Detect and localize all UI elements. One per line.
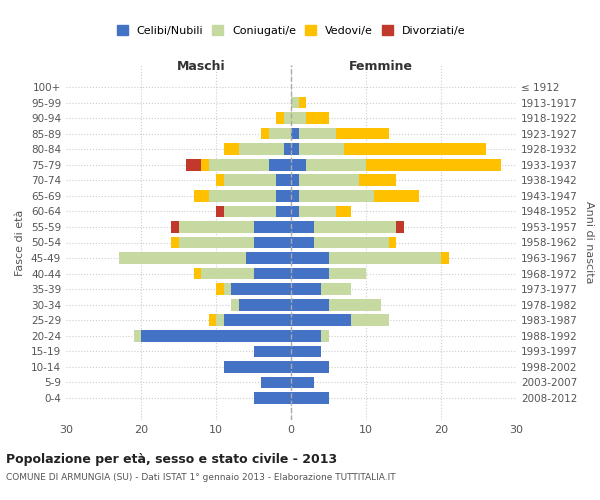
Bar: [314, 221, 396, 233]
Bar: [133, 330, 141, 342]
Bar: [291, 206, 299, 217]
Bar: [329, 299, 381, 310]
Text: Femmine: Femmine: [349, 60, 413, 73]
Bar: [306, 112, 329, 124]
Bar: [276, 190, 291, 202]
Legend: Celibi/Nubili, Coniugati/e, Vedovi/e, Divorziati/e: Celibi/Nubili, Coniugati/e, Vedovi/e, Di…: [112, 21, 470, 40]
Bar: [171, 221, 179, 233]
Bar: [389, 236, 396, 248]
Bar: [179, 236, 254, 248]
Bar: [193, 268, 201, 280]
Bar: [299, 190, 373, 202]
Bar: [291, 190, 299, 202]
Bar: [321, 284, 351, 295]
Bar: [291, 221, 314, 233]
Bar: [299, 144, 343, 155]
Bar: [291, 236, 314, 248]
Bar: [269, 159, 291, 170]
Bar: [291, 144, 299, 155]
Bar: [291, 346, 321, 357]
Bar: [291, 376, 314, 388]
Bar: [291, 252, 329, 264]
Bar: [336, 128, 389, 140]
Bar: [246, 252, 291, 264]
Bar: [254, 268, 291, 280]
Bar: [291, 330, 321, 342]
Bar: [291, 128, 299, 140]
Bar: [119, 252, 246, 264]
Bar: [366, 159, 501, 170]
Bar: [351, 314, 389, 326]
Bar: [223, 174, 276, 186]
Bar: [216, 284, 223, 295]
Bar: [291, 112, 306, 124]
Text: Maschi: Maschi: [176, 60, 226, 73]
Bar: [223, 314, 291, 326]
Bar: [314, 236, 389, 248]
Bar: [329, 268, 366, 280]
Bar: [186, 159, 201, 170]
Bar: [291, 159, 306, 170]
Bar: [373, 190, 419, 202]
Bar: [216, 314, 223, 326]
Bar: [291, 96, 299, 108]
Bar: [223, 361, 291, 373]
Bar: [291, 361, 329, 373]
Bar: [441, 252, 449, 264]
Bar: [276, 174, 291, 186]
Bar: [201, 268, 254, 280]
Bar: [216, 206, 223, 217]
Bar: [343, 144, 486, 155]
Bar: [261, 128, 269, 140]
Bar: [359, 174, 396, 186]
Bar: [223, 284, 231, 295]
Y-axis label: Fasce di età: Fasce di età: [16, 210, 25, 276]
Bar: [209, 314, 216, 326]
Bar: [291, 314, 351, 326]
Bar: [321, 330, 329, 342]
Y-axis label: Anni di nascita: Anni di nascita: [584, 201, 594, 284]
Bar: [231, 284, 291, 295]
Bar: [254, 221, 291, 233]
Bar: [254, 346, 291, 357]
Bar: [276, 206, 291, 217]
Bar: [231, 299, 239, 310]
Bar: [291, 284, 321, 295]
Bar: [179, 221, 254, 233]
Bar: [141, 330, 291, 342]
Bar: [329, 252, 441, 264]
Bar: [276, 112, 284, 124]
Bar: [291, 392, 329, 404]
Bar: [299, 174, 359, 186]
Bar: [284, 112, 291, 124]
Bar: [209, 159, 269, 170]
Bar: [299, 96, 306, 108]
Bar: [299, 206, 336, 217]
Bar: [291, 299, 329, 310]
Bar: [209, 190, 276, 202]
Bar: [396, 221, 404, 233]
Bar: [223, 144, 239, 155]
Bar: [201, 159, 209, 170]
Bar: [291, 268, 329, 280]
Text: Popolazione per età, sesso e stato civile - 2013: Popolazione per età, sesso e stato civil…: [6, 452, 337, 466]
Bar: [216, 174, 223, 186]
Bar: [336, 206, 351, 217]
Bar: [261, 376, 291, 388]
Text: COMUNE DI ARMUNGIA (SU) - Dati ISTAT 1° gennaio 2013 - Elaborazione TUTTITALIA.I: COMUNE DI ARMUNGIA (SU) - Dati ISTAT 1° …: [6, 472, 395, 482]
Bar: [239, 299, 291, 310]
Bar: [193, 190, 209, 202]
Bar: [284, 144, 291, 155]
Bar: [254, 392, 291, 404]
Bar: [254, 236, 291, 248]
Bar: [269, 128, 291, 140]
Bar: [299, 128, 336, 140]
Bar: [291, 174, 299, 186]
Bar: [171, 236, 179, 248]
Bar: [306, 159, 366, 170]
Bar: [223, 206, 276, 217]
Bar: [239, 144, 284, 155]
